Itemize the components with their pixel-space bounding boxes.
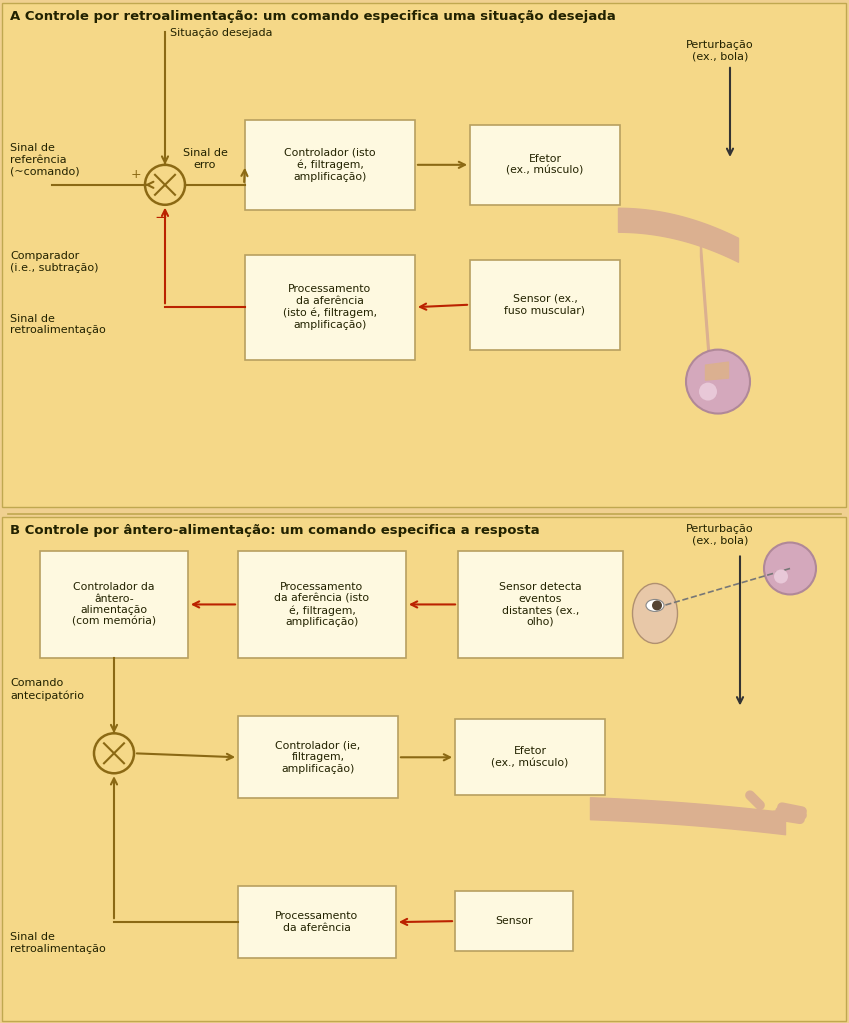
- Circle shape: [686, 350, 750, 413]
- Circle shape: [774, 570, 788, 583]
- Circle shape: [94, 733, 134, 773]
- Text: A Controle por retroalimentação: um comando especifica uma situação desejada: A Controle por retroalimentação: um coma…: [10, 10, 616, 23]
- Text: Perturbação
(ex., bola): Perturbação (ex., bola): [686, 524, 754, 545]
- Circle shape: [145, 165, 185, 205]
- FancyBboxPatch shape: [238, 716, 398, 798]
- Text: Processamento
da aferência (isto
é, filtragem,
amplificação): Processamento da aferência (isto é, filt…: [274, 582, 369, 627]
- Text: −: −: [155, 210, 167, 225]
- Text: Sensor: Sensor: [495, 917, 533, 926]
- FancyBboxPatch shape: [470, 260, 620, 350]
- Circle shape: [764, 542, 816, 594]
- Text: Processamento
da aferência: Processamento da aferência: [275, 911, 358, 933]
- FancyBboxPatch shape: [40, 550, 188, 659]
- Text: Sensor detecta
eventos
distantes (ex.,
olho): Sensor detecta eventos distantes (ex., o…: [499, 582, 582, 627]
- FancyBboxPatch shape: [238, 550, 406, 659]
- Text: Efetor
(ex., músculo): Efetor (ex., músculo): [492, 747, 569, 768]
- Text: Sinal de
retroalimentação: Sinal de retroalimentação: [10, 932, 106, 953]
- Text: Comando
antecipatório: Comando antecipatório: [10, 678, 84, 701]
- Text: Sinal de
retroalimentação: Sinal de retroalimentação: [10, 314, 106, 336]
- FancyBboxPatch shape: [245, 255, 415, 360]
- Text: B Controle por ântero-alimentação: um comando especifica a resposta: B Controle por ântero-alimentação: um co…: [10, 524, 540, 536]
- Text: Controlador (ie,
filtragem,
amplificação): Controlador (ie, filtragem, amplificação…: [275, 741, 361, 773]
- Text: Comparador
(i.e., subtração): Comparador (i.e., subtração): [10, 251, 98, 272]
- Text: Controlador da
ântero-
alimentação
(com memória): Controlador da ântero- alimentação (com …: [72, 582, 156, 627]
- Text: +: +: [131, 169, 141, 181]
- FancyBboxPatch shape: [458, 550, 623, 659]
- Circle shape: [699, 383, 717, 401]
- FancyBboxPatch shape: [238, 886, 396, 959]
- FancyBboxPatch shape: [470, 125, 620, 205]
- Text: Situação desejada: Situação desejada: [170, 28, 273, 38]
- Text: Controlador (isto
é, filtragem,
amplificação): Controlador (isto é, filtragem, amplific…: [284, 148, 376, 182]
- Text: Perturbação
(ex., bola): Perturbação (ex., bola): [686, 40, 754, 61]
- FancyBboxPatch shape: [245, 120, 415, 210]
- Circle shape: [652, 601, 662, 611]
- Text: Sinal de
erro: Sinal de erro: [183, 148, 228, 170]
- Text: Sensor (ex.,
fuso muscular): Sensor (ex., fuso muscular): [504, 294, 586, 315]
- Text: Efetor
(ex., músculo): Efetor (ex., músculo): [506, 154, 583, 176]
- Ellipse shape: [633, 583, 678, 643]
- Text: Processamento
da aferência
(isto é, filtragem,
amplificação): Processamento da aferência (isto é, filt…: [283, 284, 377, 329]
- Ellipse shape: [646, 599, 664, 612]
- FancyBboxPatch shape: [2, 517, 846, 1021]
- FancyBboxPatch shape: [2, 3, 846, 507]
- FancyBboxPatch shape: [455, 891, 573, 951]
- Text: Sinal de
referência
(~comando): Sinal de referência (~comando): [10, 143, 80, 176]
- FancyBboxPatch shape: [455, 719, 605, 795]
